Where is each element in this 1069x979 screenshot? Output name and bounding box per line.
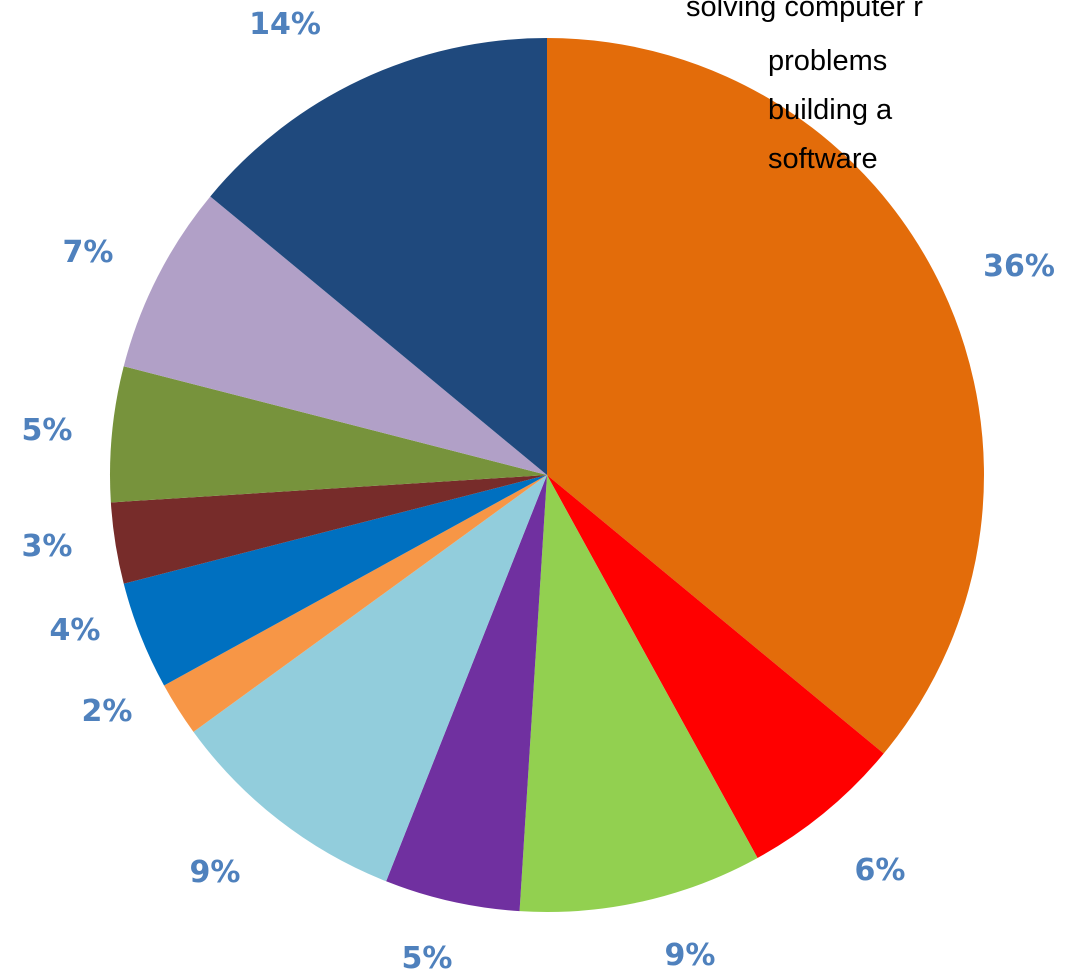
slice-label-9: 5%	[22, 413, 73, 448]
pie-slice-3	[519, 475, 758, 913]
slice-label-1: 36%	[983, 249, 1055, 284]
pie-slice-2	[547, 475, 884, 858]
pie-slice-9	[109, 366, 547, 503]
slice-label-8: 3%	[22, 529, 73, 564]
slice-label-11: 14%	[249, 7, 321, 42]
legend-line-3: building a	[768, 94, 893, 126]
slice-label-3: 9%	[665, 938, 716, 973]
slice-label-2: 6%	[855, 853, 906, 888]
slice-label-6: 2%	[82, 694, 133, 729]
legend-line-4: software	[768, 143, 878, 175]
pie-slice-5	[193, 475, 547, 882]
slice-label-10: 7%	[63, 235, 114, 270]
slice-label-4: 5%	[402, 941, 453, 976]
slice-labels: 36% 6% 9% 5% 9% 2% 4% 3% 5% 7% 14%	[22, 7, 1055, 976]
pie-slice-6	[164, 475, 548, 732]
pie-slice-4	[386, 475, 547, 912]
pie-slice-7	[123, 475, 547, 686]
slice-label-5: 9%	[190, 855, 241, 890]
pie-slice-1	[547, 38, 984, 754]
pie-slices	[109, 38, 984, 913]
slice-label-7: 4%	[50, 613, 101, 648]
legend-line-1: solving computer r	[686, 0, 923, 23]
pie-slice-10	[123, 196, 547, 475]
pie-slice-11	[210, 38, 548, 475]
legend-line-2: problems	[768, 45, 888, 77]
pie-slice-8	[110, 475, 548, 584]
